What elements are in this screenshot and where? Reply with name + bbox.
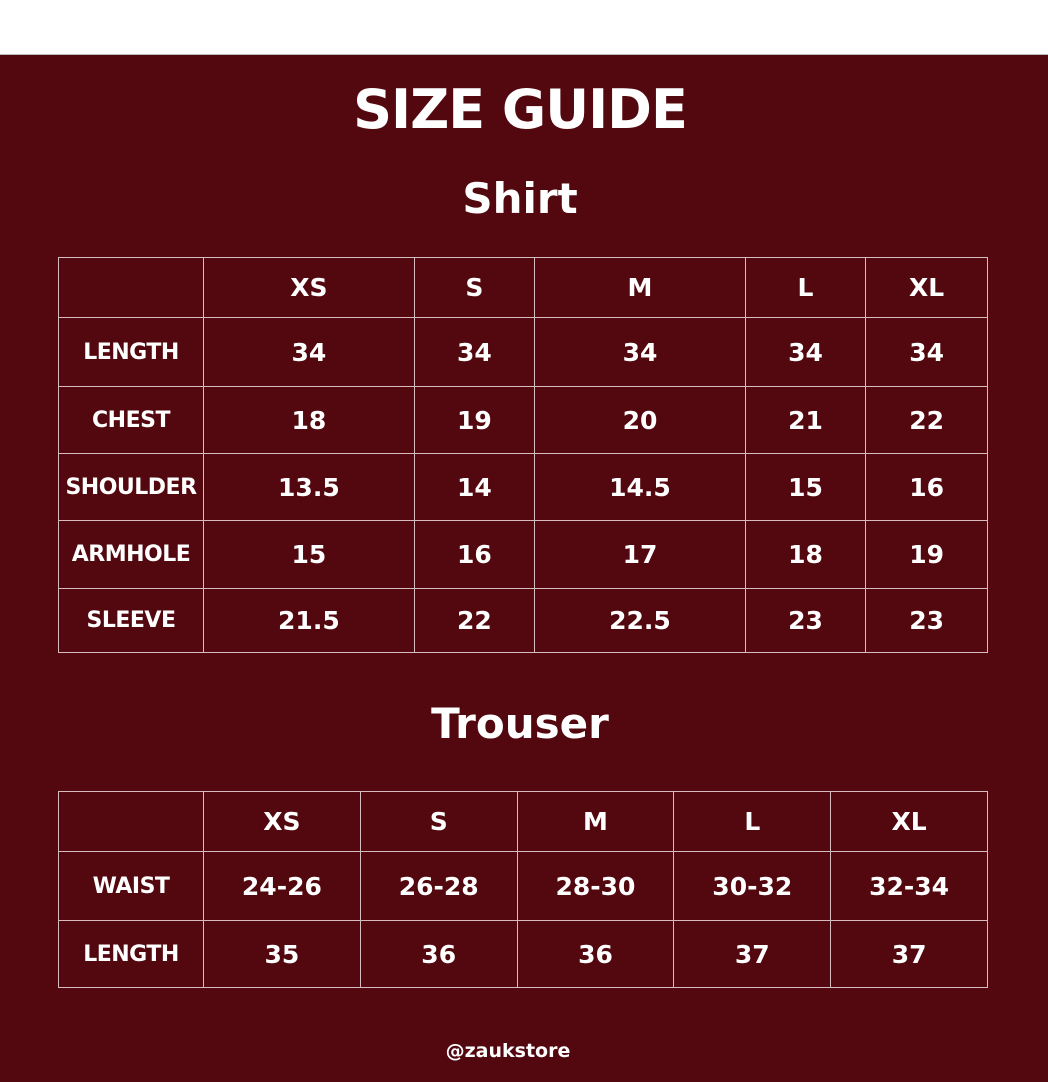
- size-header-cell: M: [534, 257, 746, 318]
- header-row: XS S M L XL: [58, 791, 988, 852]
- measurement-value: 36: [359, 920, 518, 988]
- measurement-value: 21: [744, 386, 867, 454]
- measurement-value: 14.5: [534, 453, 746, 521]
- table-row: SLEEVE 21.5 22 22.5 23 23: [58, 588, 988, 653]
- measurement-value: 26-28: [359, 851, 518, 921]
- measurement-value: 16: [865, 453, 988, 521]
- measurement-value: 34: [203, 317, 415, 387]
- measurement-value: 18: [744, 520, 867, 589]
- measurement-value: 22.5: [534, 588, 746, 653]
- measurement-value: 21.5: [203, 588, 415, 653]
- measurement-label: SHOULDER: [58, 453, 204, 521]
- header-row: XS S M L XL: [58, 257, 988, 318]
- measurement-value: 37: [830, 920, 988, 988]
- measurement-label: LENGTH: [58, 317, 204, 387]
- size-header-cell: L: [673, 791, 832, 852]
- size-header-cell: S: [413, 257, 536, 318]
- measurement-value: 24-26: [203, 851, 361, 921]
- size-header-cell: M: [516, 791, 675, 852]
- measurement-value: 23: [744, 588, 867, 653]
- measurement-value: 23: [865, 588, 988, 653]
- measurement-label: LENGTH: [58, 920, 204, 988]
- empty-corner-cell: [58, 257, 204, 318]
- table-row: ARMHOLE 15 16 17 18 19: [58, 520, 988, 589]
- measurement-label: CHEST: [58, 386, 204, 454]
- measurement-value: 19: [865, 520, 988, 589]
- size-header-cell: XS: [203, 791, 361, 852]
- measurement-value: 18: [203, 386, 415, 454]
- page-title: SIZE GUIDE: [353, 78, 688, 141]
- measurement-value: 20: [534, 386, 746, 454]
- table-row: LENGTH 34 34 34 34 34: [58, 317, 988, 387]
- measurement-value: 28-30: [516, 851, 675, 921]
- size-header-cell: S: [359, 791, 518, 852]
- measurement-value: 34: [534, 317, 746, 387]
- measurement-value: 13.5: [203, 453, 415, 521]
- size-header-cell: XL: [865, 257, 988, 318]
- measurement-value: 34: [744, 317, 867, 387]
- measurement-value: 17: [534, 520, 746, 589]
- trouser-heading: Trouser: [431, 699, 609, 748]
- shirt-heading: Shirt: [462, 174, 578, 223]
- measurement-value: 22: [865, 386, 988, 454]
- measurement-value: 14: [413, 453, 536, 521]
- table-row: SHOULDER 13.5 14 14.5 15 16: [58, 453, 988, 521]
- measurement-value: 32-34: [830, 851, 988, 921]
- measurement-value: 37: [673, 920, 832, 988]
- measurement-label: SLEEVE: [58, 588, 204, 653]
- size-header-cell: XS: [203, 257, 415, 318]
- size-header-cell: XL: [830, 791, 988, 852]
- measurement-value: 35: [203, 920, 361, 988]
- measurement-value: 30-32: [673, 851, 832, 921]
- measurement-value: 15: [744, 453, 867, 521]
- measurement-label: WAIST: [58, 851, 204, 921]
- measurement-value: 22: [413, 588, 536, 653]
- measurement-value: 34: [865, 317, 988, 387]
- measurement-label: ARMHOLE: [58, 520, 204, 589]
- table-row: WAIST 24-26 26-28 28-30 30-32 32-34: [58, 851, 988, 921]
- table-row: LENGTH 35 36 36 37 37: [58, 920, 988, 988]
- measurement-value: 15: [203, 520, 415, 589]
- store-handle: @zaukstore: [445, 1040, 571, 1062]
- measurement-value: 36: [516, 920, 675, 988]
- shirt-size-table: XS S M L XL LENGTH 34 34 34 34 34 CHEST 18 19 20 21 22 SH…: [58, 257, 988, 653]
- measurement-value: 19: [413, 386, 536, 454]
- size-header-cell: L: [744, 257, 867, 318]
- trouser-size-table: XS S M L XL WAIST 24-26 26-28 28-30 30-32 32-34 LEN…: [58, 791, 988, 988]
- measurement-value: 34: [413, 317, 536, 387]
- measurement-value: 16: [413, 520, 536, 589]
- table-row: CHEST 18 19 20 21 22: [58, 386, 988, 454]
- empty-corner-cell: [58, 791, 204, 852]
